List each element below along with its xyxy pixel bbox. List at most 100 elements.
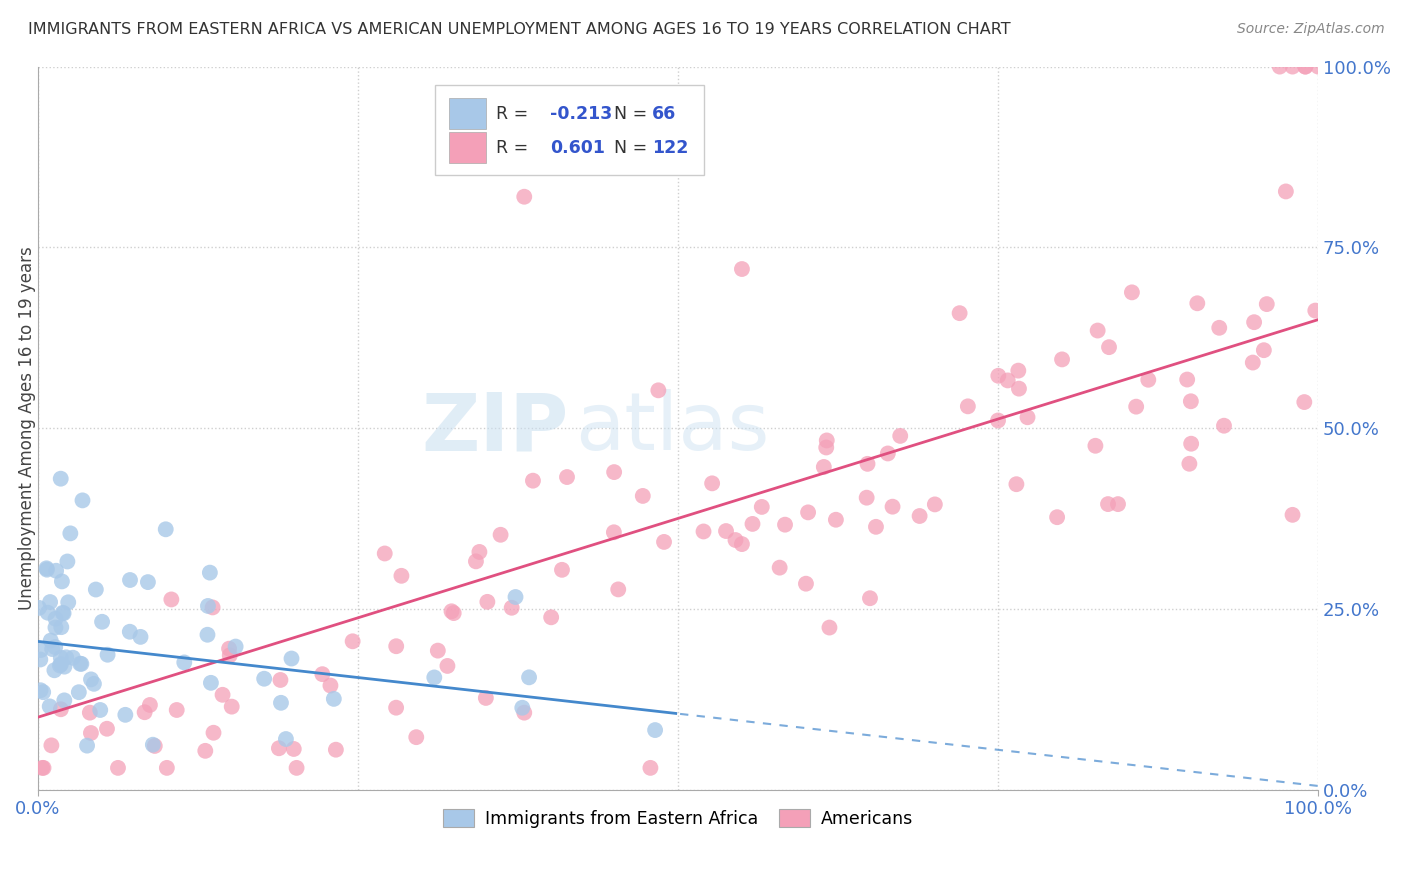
Point bbox=[84, 582, 107, 597]
Point bbox=[107, 761, 129, 775]
Point bbox=[1180, 436, 1202, 450]
Point bbox=[1281, 60, 1303, 74]
Point bbox=[173, 656, 195, 670]
Point bbox=[198, 566, 221, 580]
Point bbox=[1137, 373, 1160, 387]
Text: atlas: atlas bbox=[575, 389, 770, 467]
Point bbox=[91, 615, 114, 629]
Point bbox=[79, 706, 101, 720]
Point bbox=[49, 702, 72, 716]
Point bbox=[477, 595, 499, 609]
Point bbox=[55, 650, 77, 665]
Point bbox=[1050, 352, 1073, 367]
Point bbox=[426, 643, 449, 657]
Point bbox=[1256, 297, 1278, 311]
Point bbox=[142, 738, 165, 752]
Point bbox=[1187, 296, 1209, 310]
Point bbox=[30, 683, 52, 698]
Text: IMMIGRANTS FROM EASTERN AFRICA VS AMERICAN UNEMPLOYMENT AMONG AGES 16 TO 19 YEAR: IMMIGRANTS FROM EASTERN AFRICA VS AMERIC… bbox=[28, 22, 1011, 37]
Point bbox=[631, 489, 654, 503]
Point bbox=[59, 526, 82, 541]
Point bbox=[62, 650, 84, 665]
Point bbox=[391, 569, 413, 583]
Point bbox=[49, 472, 72, 486]
Point bbox=[522, 474, 544, 488]
Point bbox=[274, 732, 297, 747]
Point bbox=[1294, 395, 1316, 409]
Point bbox=[443, 606, 465, 620]
Point bbox=[160, 592, 183, 607]
Point bbox=[285, 761, 308, 775]
Point bbox=[41, 642, 63, 657]
Point bbox=[374, 546, 396, 560]
Point bbox=[815, 434, 838, 448]
Point bbox=[49, 658, 72, 673]
Point bbox=[489, 528, 512, 542]
Point bbox=[1213, 418, 1236, 433]
Point bbox=[269, 673, 291, 687]
Point bbox=[218, 648, 240, 663]
Point bbox=[510, 700, 533, 714]
Point bbox=[1268, 60, 1291, 74]
Point bbox=[924, 497, 946, 511]
Text: R =: R = bbox=[496, 104, 534, 122]
Point bbox=[221, 699, 243, 714]
Point bbox=[908, 508, 931, 523]
Text: -0.213: -0.213 bbox=[550, 104, 612, 122]
Point bbox=[1253, 343, 1275, 358]
Point bbox=[644, 723, 666, 737]
FancyBboxPatch shape bbox=[449, 132, 486, 163]
Point bbox=[143, 739, 166, 753]
Point bbox=[1107, 497, 1129, 511]
Point bbox=[818, 621, 841, 635]
Point bbox=[889, 429, 911, 443]
Point bbox=[225, 640, 247, 654]
Point bbox=[1097, 497, 1119, 511]
Point bbox=[700, 476, 723, 491]
Point bbox=[1098, 340, 1121, 354]
Point bbox=[647, 384, 669, 398]
Point bbox=[35, 561, 58, 575]
Point bbox=[1281, 508, 1303, 522]
Point bbox=[949, 306, 972, 320]
Point bbox=[72, 493, 94, 508]
Point bbox=[58, 595, 80, 609]
Point bbox=[28, 600, 51, 615]
Point bbox=[53, 659, 76, 673]
Point bbox=[1243, 315, 1265, 329]
Point bbox=[83, 677, 105, 691]
Point bbox=[129, 630, 152, 644]
Point bbox=[44, 663, 66, 677]
Point bbox=[51, 574, 73, 589]
Point bbox=[859, 591, 882, 606]
Point bbox=[118, 624, 141, 639]
Point bbox=[1208, 320, 1230, 334]
Point bbox=[202, 725, 225, 739]
Point bbox=[39, 633, 62, 648]
Point bbox=[155, 522, 177, 536]
Point bbox=[603, 465, 626, 479]
Text: 66: 66 bbox=[652, 104, 676, 122]
Point bbox=[1303, 303, 1326, 318]
Point bbox=[741, 516, 763, 531]
Point bbox=[465, 554, 488, 568]
Point bbox=[769, 560, 792, 574]
Point bbox=[1178, 457, 1201, 471]
Point bbox=[856, 457, 879, 471]
Point bbox=[218, 641, 240, 656]
Point bbox=[35, 563, 58, 577]
Point bbox=[49, 657, 72, 672]
Point bbox=[1180, 394, 1202, 409]
Point bbox=[253, 672, 276, 686]
Point bbox=[865, 520, 887, 534]
Point bbox=[714, 524, 737, 538]
Point bbox=[468, 545, 491, 559]
Point bbox=[1084, 439, 1107, 453]
Point bbox=[1007, 364, 1029, 378]
Point bbox=[1294, 60, 1316, 74]
Point bbox=[51, 620, 73, 634]
Point bbox=[987, 368, 1010, 383]
Point bbox=[311, 667, 333, 681]
FancyBboxPatch shape bbox=[434, 85, 703, 175]
Point bbox=[640, 761, 662, 775]
